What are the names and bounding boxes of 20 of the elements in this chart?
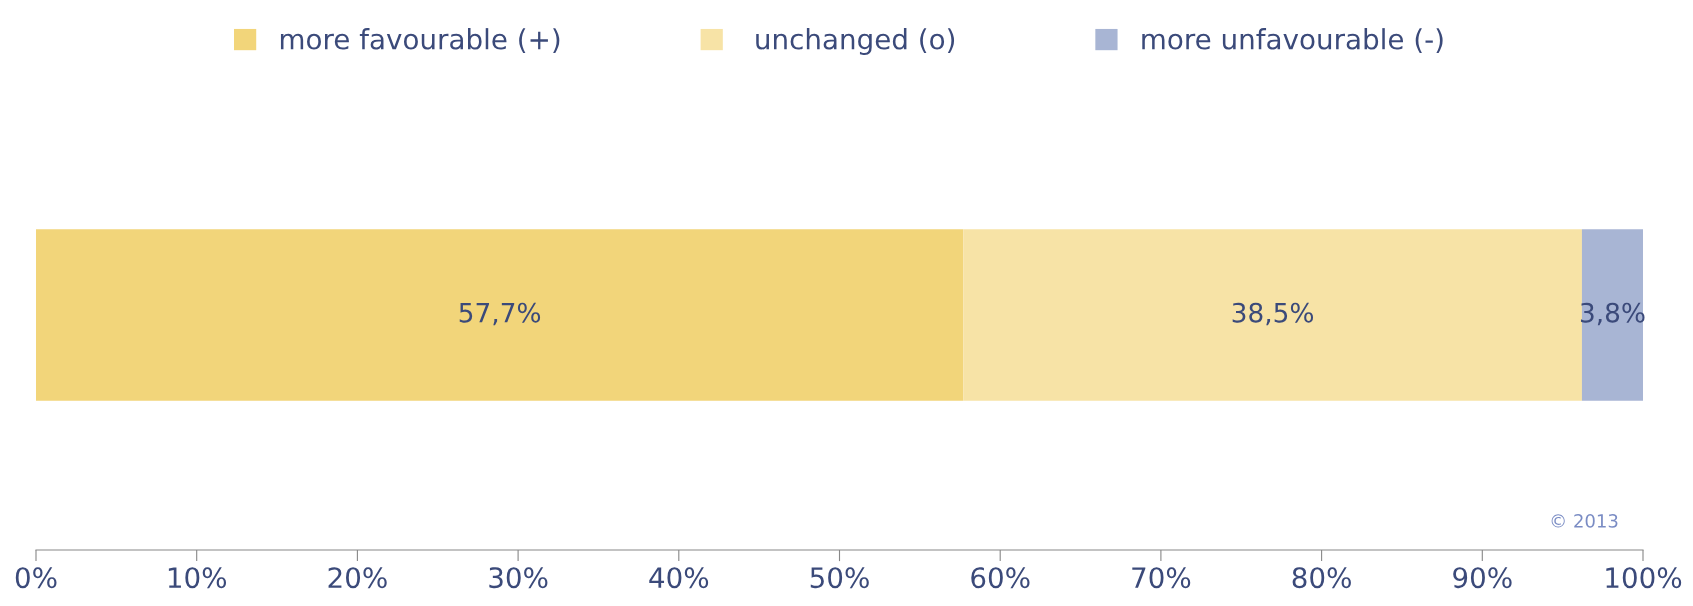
x-tick-label: 90% (1453, 567, 1512, 589)
x-tick-label: 0% (15, 567, 57, 589)
x-tick-label: 10% (168, 567, 227, 589)
x-tick-label: 70% (1132, 567, 1191, 589)
x-tick-label: 80% (1292, 567, 1351, 589)
legend-label: unchanged (o) (756, 28, 955, 55)
x-tick-label: 40% (649, 567, 709, 589)
data-label: 38,5% (1232, 302, 1314, 326)
data-label: 57,7% (459, 302, 541, 326)
x-tick-label: 50% (810, 567, 869, 589)
text: © 2013 (1551, 514, 1618, 528)
bar (36, 229, 964, 401)
legend-label: more unfavourable (-) (1142, 28, 1443, 53)
bar (963, 229, 1582, 401)
bar (1581, 229, 1643, 401)
legend-label: more favourable (+) (280, 28, 560, 53)
x-tick-label: 60% (971, 567, 1030, 589)
x-tick-label: 30% (489, 567, 548, 589)
x-tick-label: 100% (1606, 567, 1682, 589)
x-tick-label: 20% (328, 567, 387, 589)
